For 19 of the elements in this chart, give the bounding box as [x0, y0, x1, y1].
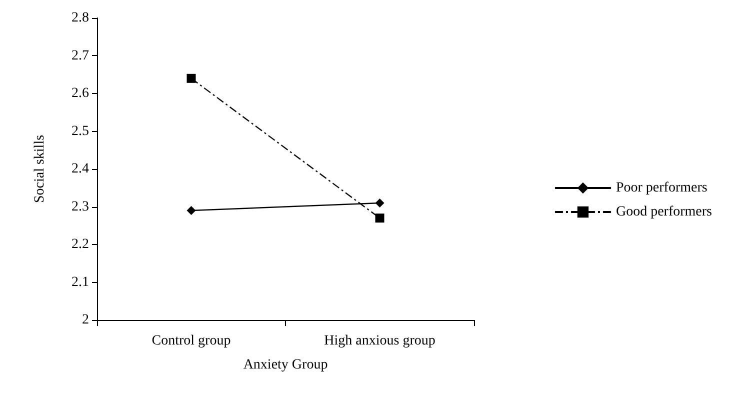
x-tick-label: Control group: [152, 334, 231, 348]
x-tick-label: High anxious group: [324, 334, 436, 348]
y-tick-label: 2.7: [72, 48, 89, 64]
point: [186, 74, 196, 83]
y-tick-label: 2.4: [72, 162, 89, 176]
x-axis-title: Anxiety Group: [243, 358, 328, 372]
point: [186, 206, 196, 216]
legend-label: Good performers: [616, 204, 712, 220]
point: [375, 198, 384, 208]
y-tick-label: 2.2: [72, 237, 89, 252]
y-tick-label: 2.3: [72, 199, 89, 214]
legend-label: Poor performers: [616, 180, 708, 196]
y-tick-label: 2.5: [72, 124, 89, 139]
point: [375, 214, 384, 223]
y-tick-label: 2.8: [72, 10, 89, 26]
y-tick-label: 2.6: [72, 86, 89, 101]
y-tick-label: 2: [82, 312, 89, 328]
y-axis-title: Social skills: [32, 134, 48, 204]
y-tick-label: 2.1: [72, 274, 89, 290]
